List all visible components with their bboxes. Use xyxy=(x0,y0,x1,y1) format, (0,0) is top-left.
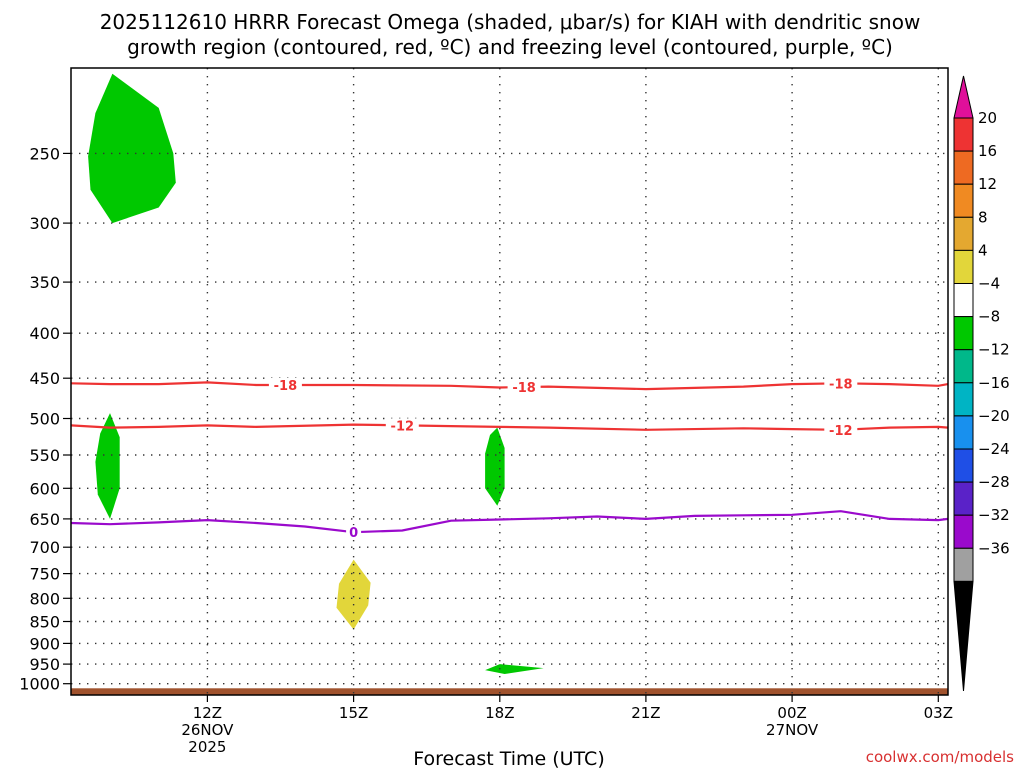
y-tick-label-850: 850 xyxy=(29,613,60,632)
grid-lines xyxy=(71,68,948,695)
contour-label--18: -18 xyxy=(512,381,536,396)
contour-label-0: 0 xyxy=(349,526,358,541)
x-tick-label-27NOV: 27NOV xyxy=(766,721,819,739)
colorbar-segment-9 xyxy=(953,415,974,450)
colorbar-label--24: −24 xyxy=(978,440,1010,458)
omega-shading-layer xyxy=(71,73,948,695)
surface-ground-band xyxy=(71,688,948,695)
contour-label-bg xyxy=(507,380,541,394)
omega-region-mid-level-ascent-18z xyxy=(485,427,505,506)
contour-label-bg xyxy=(385,418,419,433)
colorbar-label--36: −36 xyxy=(978,539,1010,557)
y-tick-label-700: 700 xyxy=(29,538,60,557)
x-axis-label: Forecast Time (UTC) xyxy=(413,748,604,768)
y-tick-label-800: 800 xyxy=(29,589,60,608)
colorbar-segment-4 xyxy=(953,249,974,284)
colorbar-segment-2 xyxy=(953,183,974,218)
colorbar: 20 16 12 8 4 −4 −8 −12 −16 −20 −24 −28 −32 −36 xyxy=(953,75,1010,692)
y-axis: 250 300 350 400 450 500 550 600 650 700 750 800 850 9… xyxy=(19,144,71,694)
colorbar-segment-7 xyxy=(953,349,974,384)
colorbar-segment-6 xyxy=(953,316,974,351)
y-tick-label-500: 500 xyxy=(29,410,60,429)
colorbar-label-20: 20 xyxy=(978,109,997,127)
x-tick-label-15Z: 15Z xyxy=(339,704,368,722)
plot-frame xyxy=(70,67,949,696)
colorbar-top-arrow xyxy=(953,75,974,119)
omega-region-low-level-descent xyxy=(336,559,371,630)
contour-label--12: -12 xyxy=(829,424,853,439)
colorbar-bottom-arrow xyxy=(953,580,974,692)
x-tick-label-26NOV: 26NOV xyxy=(181,721,234,739)
y-tick-label-900: 900 xyxy=(29,634,60,653)
y-tick-label-450: 450 xyxy=(29,369,60,388)
colorbar-label--20: −20 xyxy=(978,407,1010,425)
y-tick-label-550: 550 xyxy=(29,446,60,465)
colorbar-segment-8 xyxy=(953,382,974,417)
y-tick-label-400: 400 xyxy=(29,324,60,343)
contour-line--12 xyxy=(70,423,949,431)
omega-region-mid-level-ascent-early xyxy=(95,413,120,519)
colorbar-label--28: −28 xyxy=(978,473,1010,491)
colorbar-segment-11 xyxy=(953,481,974,516)
contour-label-bg xyxy=(346,525,362,540)
contour-layer: -18 -18 -18 -12 -12 0 xyxy=(70,376,949,541)
x-tick-label-00Z: 00Z xyxy=(777,704,806,722)
colorbar-segment-12 xyxy=(953,514,974,549)
y-tick-label-350: 350 xyxy=(29,273,60,292)
colorbar-label-12: 12 xyxy=(978,175,997,193)
x-tick-label-2025: 2025 xyxy=(188,738,226,756)
colorbar-segment-13 xyxy=(953,547,974,582)
colorbar-segment-10 xyxy=(953,448,974,483)
contour-label-bg xyxy=(824,376,858,391)
x-tick-label-21Z: 21Z xyxy=(631,704,660,722)
colorbar-label--32: −32 xyxy=(978,506,1010,524)
x-tick-label-03Z: 03Z xyxy=(924,704,953,722)
contour-label--18: -18 xyxy=(274,379,298,394)
contour-label-bg xyxy=(268,378,302,392)
credit-text: coolwx.com/models xyxy=(866,748,1014,766)
colorbar-label--12: −12 xyxy=(978,341,1010,359)
omega-region-upper-level-ascent xyxy=(88,73,176,224)
contour-label--18: -18 xyxy=(829,377,853,392)
x-tick-label-18Z: 18Z xyxy=(485,704,514,722)
colorbar-label-16: 16 xyxy=(978,142,997,160)
colorbar-segment-1 xyxy=(953,150,974,185)
colorbar-segment-0 xyxy=(953,117,974,152)
contour-label-bg xyxy=(824,422,858,437)
y-tick-label-1000: 1000 xyxy=(19,675,60,694)
y-tick-label-950: 950 xyxy=(29,655,60,674)
colorbar-segment-5 xyxy=(953,283,974,318)
y-tick-label-600: 600 xyxy=(29,479,60,498)
x-tick-label-12Z: 12Z xyxy=(193,704,222,722)
chart-title-line1: 2025112610 HRRR Forecast Omega (shaded, … xyxy=(100,10,921,34)
colorbar-label-8: 8 xyxy=(978,208,988,226)
colorbar-segment-3 xyxy=(953,216,974,251)
y-tick-label-300: 300 xyxy=(29,214,60,233)
colorbar-label--8: −8 xyxy=(978,308,1000,326)
omega-region-near-surface-ascent xyxy=(485,664,544,674)
colorbar-label-4: 4 xyxy=(978,241,988,259)
y-tick-label-650: 650 xyxy=(29,510,60,529)
y-tick-label-750: 750 xyxy=(29,565,60,584)
y-tick-label-250: 250 xyxy=(29,144,60,163)
contour-line-0 xyxy=(70,510,949,534)
contour-label--12: -12 xyxy=(391,419,415,434)
chart-title-line2: growth region (contoured, red, ºC) and f… xyxy=(127,35,893,59)
colorbar-label--16: −16 xyxy=(978,374,1010,392)
colorbar-label--4: −4 xyxy=(978,275,1000,293)
